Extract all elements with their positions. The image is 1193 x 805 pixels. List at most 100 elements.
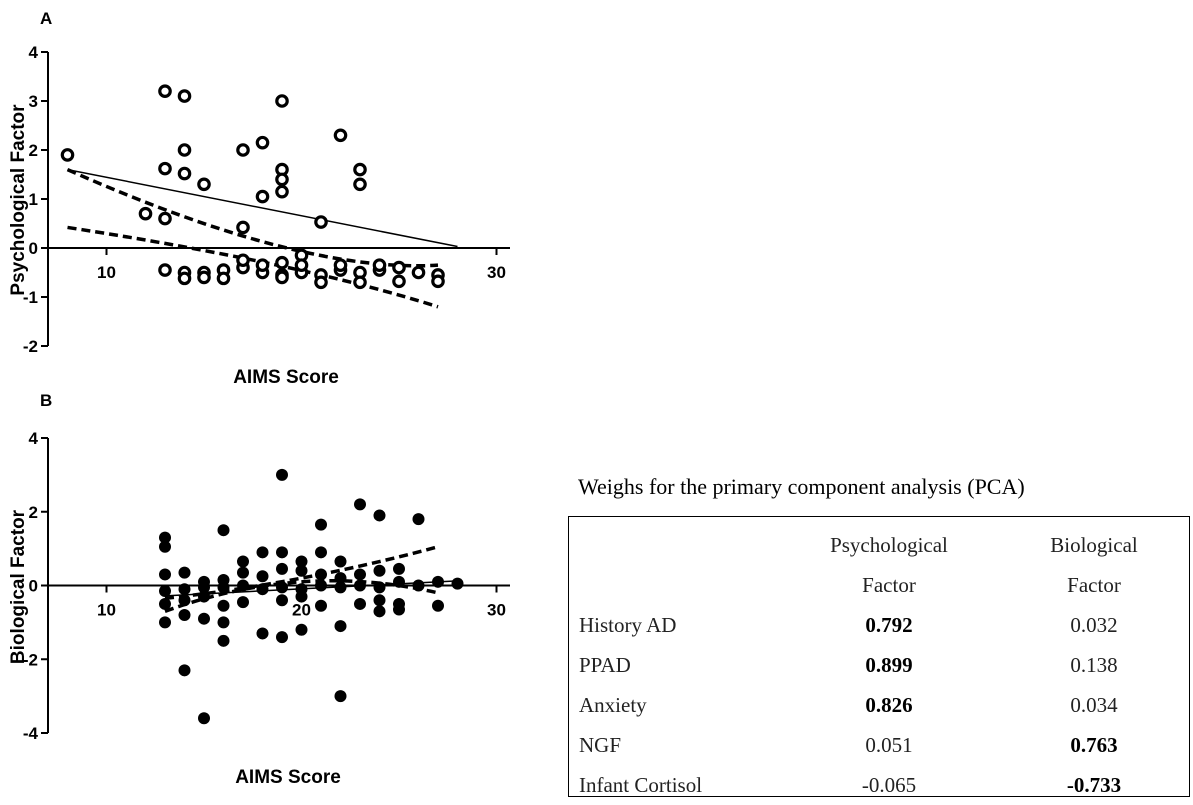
- data-point-b: [159, 616, 171, 629]
- data-point-a: [353, 275, 367, 290]
- data-point-b: [295, 590, 308, 603]
- data-point-b: [354, 579, 366, 592]
- data-point-b: [334, 581, 347, 594]
- panel-label-a: A: [40, 9, 52, 28]
- y-tick-label-a: 4: [29, 43, 39, 62]
- data-point-b: [354, 568, 366, 581]
- data-point-a: [353, 177, 367, 192]
- data-point-b: [373, 581, 386, 594]
- data-point-b: [432, 575, 444, 588]
- data-point-b: [159, 531, 171, 544]
- y-tick-label-a: -2: [23, 337, 38, 356]
- data-point-b: [373, 594, 386, 607]
- y-tick-label-a: 0: [29, 239, 38, 258]
- data-point-b: [276, 468, 288, 481]
- pca-psychological-value: 0.051: [865, 732, 913, 757]
- pca-biological-value: 0.138: [1070, 652, 1118, 677]
- data-point-a: [138, 206, 153, 221]
- data-point-a: [392, 274, 406, 289]
- data-point-b: [276, 594, 288, 607]
- data-point-a: [236, 253, 250, 268]
- y-tick-label-b: 0: [29, 577, 38, 596]
- data-point-b: [315, 568, 327, 581]
- pca-table-box: Psychological Factor Biological Factor H…: [568, 516, 1190, 797]
- pca-header-row-label: [569, 517, 779, 605]
- regression-line-a: [67, 168, 458, 248]
- pca-psychological-value: 0.792: [865, 612, 913, 637]
- axes-b: -4 -2 0 2 4 10 20 30: [23, 429, 510, 743]
- data-point-b: [295, 564, 308, 577]
- data-point-b: [295, 623, 308, 636]
- y-tick-label-a: 1: [29, 190, 38, 209]
- data-point-a: [177, 166, 192, 181]
- data-point-b: [159, 568, 171, 581]
- data-point-b: [276, 546, 288, 559]
- data-point-a: [158, 161, 172, 176]
- data-point-b: [178, 609, 191, 621]
- data-point-b: [354, 498, 366, 511]
- pca-biological-value: 0.034: [1070, 692, 1118, 717]
- data-point-b: [315, 546, 327, 559]
- pca-header-psychological-line2: Factor: [862, 573, 916, 597]
- data-point-b: [354, 597, 366, 610]
- confidence-band-a: [66, 168, 439, 309]
- x-axis-title-a: AIMS Score: [233, 367, 339, 388]
- data-point-a: [197, 177, 211, 192]
- data-point-a: [411, 265, 426, 280]
- pca-table-row: PPAD 0.899 0.138: [569, 645, 1189, 685]
- data-point-a: [255, 135, 270, 150]
- pca-table: Psychological Factor Biological Factor H…: [569, 517, 1189, 805]
- y-tick-label-a: 3: [29, 92, 38, 111]
- x-tick-label-b: 30: [487, 601, 506, 620]
- data-point-b: [393, 603, 405, 616]
- data-point-a: [275, 255, 289, 270]
- pca-row-label: Infant Cortisol: [579, 772, 703, 797]
- pca-header-biological-line1: Biological: [1050, 533, 1138, 557]
- pca-psychological-value: 0.826: [865, 692, 913, 717]
- y-axis-title-b: Biological Factor: [8, 509, 29, 664]
- data-point-a: [177, 143, 192, 157]
- data-point-b: [256, 627, 269, 640]
- x-tick-label-b: 10: [97, 601, 116, 620]
- data-point-b: [217, 634, 230, 647]
- y-tick-label-b: 4: [29, 429, 39, 448]
- x-tick-label-b: 20: [292, 601, 311, 620]
- pca-header-psychological: Psychological Factor: [779, 517, 999, 605]
- data-point-b: [159, 540, 171, 553]
- data-point-b: [373, 564, 386, 577]
- data-point-a: [236, 220, 250, 235]
- data-point-b: [373, 605, 386, 618]
- data-point-a: [197, 270, 211, 285]
- pca-table-row: NGF 0.051 0.763: [569, 725, 1189, 765]
- pca-row-label: PPAD: [579, 652, 631, 677]
- data-point-b: [178, 664, 191, 677]
- pca-row-label: Anxiety: [579, 692, 647, 717]
- data-point-a: [158, 211, 172, 226]
- data-point-a: [314, 275, 328, 290]
- data-point-b: [217, 599, 230, 612]
- data-point-b: [256, 570, 269, 583]
- data-point-b: [178, 566, 191, 579]
- pca-biological-value: -0.733: [1066, 772, 1122, 797]
- regression-fit-line-b: [164, 580, 458, 597]
- data-point-a: [177, 89, 192, 103]
- x-tick-label-a: 10: [97, 263, 116, 282]
- data-point-b: [334, 690, 347, 703]
- pca-header-biological: Biological Factor: [999, 517, 1189, 605]
- data-point-b: [178, 583, 191, 596]
- data-point-b: [393, 575, 405, 588]
- x-axis-title-b: AIMS Score: [235, 767, 341, 788]
- scatter-chart-biological: B Biological Factor AIMS Score -4 -2 0 2 4 10…: [8, 391, 510, 788]
- data-point-b: [334, 555, 347, 568]
- data-point-b: [334, 572, 347, 585]
- data-point-a: [158, 263, 172, 277]
- pca-table-row: Infant Cortisol -0.065 -0.733: [569, 765, 1189, 805]
- data-point-b: [276, 631, 288, 644]
- data-point-b: [315, 518, 327, 531]
- y-tick-label-b: -2: [23, 650, 38, 669]
- data-point-a: [275, 184, 289, 199]
- data-points-a: [60, 84, 445, 290]
- data-point-b: [198, 581, 210, 594]
- data-point-b: [198, 590, 210, 603]
- pca-table-row: History AD 0.792 0.032: [569, 605, 1189, 645]
